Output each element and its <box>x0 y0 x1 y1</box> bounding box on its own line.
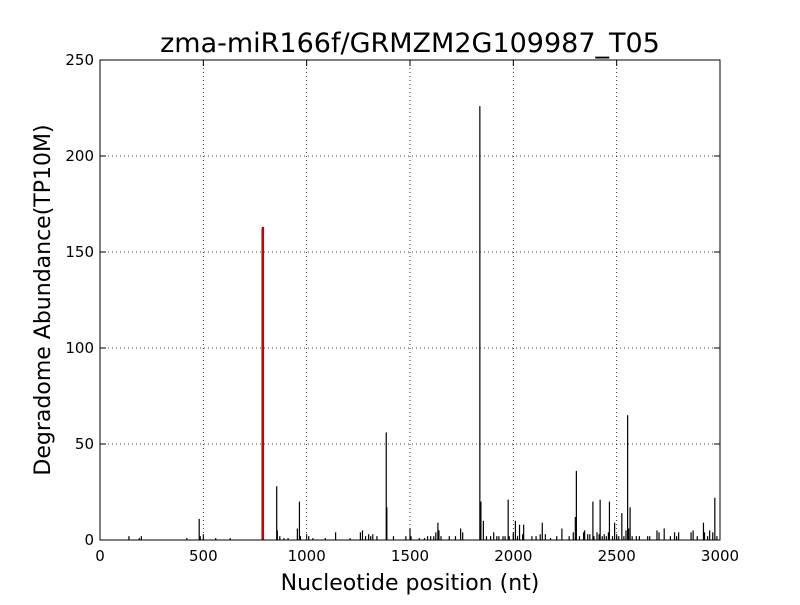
x-axis-ticks: 0 500 1000 1500 2000 2500 3000 <box>95 60 739 565</box>
x-axis-label: Nucleotide position (nt) <box>281 571 540 596</box>
target-site-marker <box>261 226 265 540</box>
y-tick-label: 50 <box>75 435 94 453</box>
y-tick-label: 0 <box>84 531 94 549</box>
x-tick-label: 2500 <box>598 547 636 565</box>
y-axis-label: Degradome Abundance(TP10M) <box>31 124 56 475</box>
x-tick-label: 1000 <box>288 547 326 565</box>
data-bars <box>128 106 718 540</box>
x-tick-label: 0 <box>95 547 105 565</box>
y-axis-ticks: 0 50 100 150 200 250 <box>65 51 720 549</box>
y-tick-label: 100 <box>65 339 94 357</box>
x-tick-label: 500 <box>189 547 218 565</box>
x-tick-label: 1500 <box>391 547 429 565</box>
target-site-line <box>261 226 265 540</box>
y-tick-label: 200 <box>65 147 94 165</box>
chart-title: zma-miR166f/GRMZM2G109987_T05 <box>160 28 660 59</box>
grid-lines <box>100 60 720 540</box>
x-tick-label: 3000 <box>701 547 739 565</box>
x-tick-label: 2000 <box>494 547 532 565</box>
y-tick-label: 150 <box>65 243 94 261</box>
y-tick-label: 250 <box>65 51 94 69</box>
